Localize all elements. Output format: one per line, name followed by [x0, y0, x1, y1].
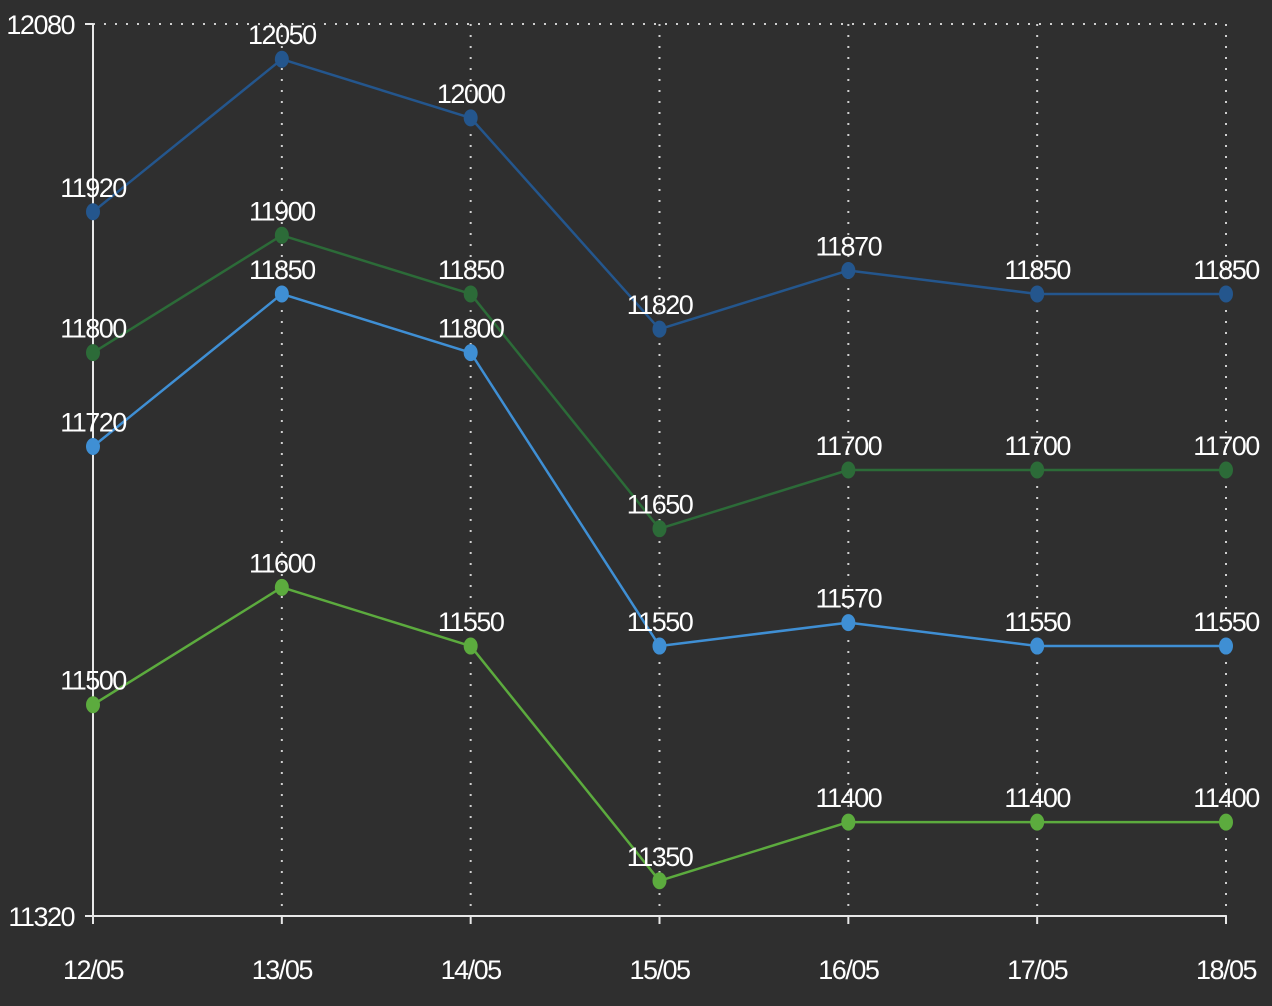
data-point [274, 226, 289, 244]
data-label: 11500 [60, 666, 126, 696]
data-point [652, 520, 667, 538]
data-point [1219, 461, 1233, 479]
data-label: 11800 [438, 314, 504, 344]
data-point [463, 109, 478, 127]
data-label: 11700 [1193, 431, 1259, 461]
data-point [841, 261, 856, 279]
data-label: 11400 [1193, 783, 1259, 813]
data-label: 11650 [627, 490, 693, 520]
data-point [274, 50, 289, 68]
x-tick-label: 15/05 [629, 955, 690, 985]
data-point [841, 813, 856, 831]
data-label: 11900 [249, 196, 315, 226]
data-point [463, 637, 478, 655]
data-label: 11850 [1193, 255, 1259, 285]
y-tick-label: 12080 [6, 10, 74, 40]
data-label: 11400 [1004, 783, 1070, 813]
data-point [1219, 813, 1233, 831]
data-label: 11550 [1004, 607, 1070, 637]
series-layer [86, 50, 1233, 890]
data-label: 11350 [627, 842, 693, 872]
data-label: 11570 [816, 584, 882, 614]
data-point [1219, 285, 1233, 303]
data-label: 11550 [1193, 607, 1259, 637]
data-point [1030, 461, 1045, 479]
y-axis-ticks: 12080 11320 [6, 10, 93, 932]
data-label: 11400 [816, 783, 882, 813]
data-label: 11870 [816, 231, 882, 261]
data-label: 11850 [438, 255, 504, 285]
grid-lines [93, 23, 1227, 916]
data-label: 11550 [627, 607, 693, 637]
data-label: 11700 [1004, 431, 1070, 461]
data-label: 11850 [1004, 255, 1070, 285]
data-label: 11850 [249, 255, 315, 285]
x-tick-label: 14/05 [441, 955, 502, 985]
x-tick-label: 18/05 [1196, 955, 1257, 985]
data-point [1219, 637, 1233, 655]
data-point [274, 578, 289, 596]
data-point [1030, 285, 1045, 303]
data-point [841, 461, 856, 479]
data-label: 11820 [627, 290, 693, 320]
data-point [86, 438, 100, 456]
data-label: 11600 [249, 548, 315, 578]
data-point [841, 614, 856, 632]
data-label: 11720 [60, 408, 126, 438]
y-tick-label: 11320 [8, 902, 74, 932]
data-point [463, 285, 478, 303]
x-tick-label: 17/05 [1007, 955, 1068, 985]
data-label: 11700 [816, 431, 882, 461]
data-point [1030, 813, 1045, 831]
data-point [463, 344, 478, 362]
data-point [652, 637, 667, 655]
x-tick-label: 12/05 [63, 955, 124, 985]
data-point [274, 285, 289, 303]
data-label: 11800 [60, 314, 126, 344]
x-tick-label: 16/05 [818, 955, 879, 985]
data-point [652, 872, 667, 890]
data-point [652, 320, 667, 338]
x-axis-ticks: 12/05 13/05 14/05 15/05 16/05 17/05 18/05 [63, 916, 1258, 985]
data-labels-layer: 11920 12050 12000 11820 11870 11850 11850 11800… [60, 20, 1261, 872]
data-point [86, 344, 100, 362]
data-point [1030, 637, 1045, 655]
data-point [86, 203, 100, 221]
data-label: 12050 [248, 20, 316, 50]
data-label: 11550 [438, 607, 504, 637]
data-point [86, 696, 100, 714]
data-label: 12000 [437, 79, 505, 109]
x-tick-label: 13/05 [252, 955, 313, 985]
data-label: 11920 [60, 173, 126, 203]
